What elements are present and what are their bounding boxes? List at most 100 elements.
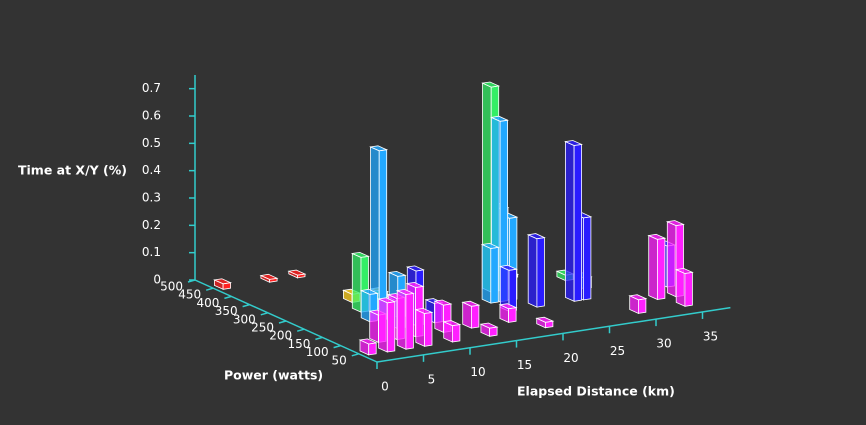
bar (628, 294, 648, 315)
bar-side (415, 308, 425, 347)
z-tick-label: 0.3 (142, 191, 161, 205)
bar-front (424, 311, 433, 347)
bar-top (212, 278, 233, 285)
z-tick-label: 0.2 (142, 218, 161, 232)
x-tick-label: 10 (470, 365, 485, 379)
x-tick-label: 15 (517, 358, 532, 372)
y-tick (187, 279, 196, 283)
y-tick (351, 353, 360, 357)
bar-top (405, 265, 425, 272)
x-tick-label: 30 (656, 337, 671, 351)
bar (526, 233, 546, 308)
bar-side (481, 243, 492, 304)
y-tick-label: 400 (196, 296, 219, 310)
bar-front (684, 271, 693, 307)
bar-top (665, 220, 685, 227)
bar (498, 264, 518, 312)
bar-top (369, 145, 389, 152)
bar-top (395, 288, 415, 295)
y-tick-label: 250 (251, 321, 274, 335)
bar-front (489, 326, 498, 337)
bar-top (461, 300, 481, 307)
bar-side (369, 310, 379, 344)
bar (442, 320, 462, 343)
bar (563, 140, 584, 302)
bar-front (451, 324, 461, 343)
bar-side (648, 234, 658, 301)
bar (535, 316, 555, 329)
bar-front (368, 342, 377, 356)
x-tick-label: 35 (703, 329, 718, 343)
x-axis-line (376, 306, 731, 363)
x-axis-label: Elapsed Distance (km) (517, 384, 675, 399)
bar-top (479, 322, 499, 329)
y-tick (315, 336, 323, 341)
y-tick-label: 100 (306, 345, 329, 359)
bar-front (386, 301, 396, 353)
bar (498, 303, 518, 324)
bar-side (351, 252, 362, 313)
bar-top (628, 294, 648, 301)
bar-top (563, 140, 584, 146)
bar (358, 338, 378, 356)
bar-front (470, 304, 480, 329)
bar-top (490, 115, 509, 122)
z-tick-label: 0.1 (142, 245, 161, 259)
bar-top (359, 288, 379, 295)
bar-side (666, 221, 677, 298)
bar-top (481, 81, 501, 88)
y-tick (333, 344, 341, 349)
y-tick (224, 295, 232, 300)
bar-top (647, 233, 667, 240)
bar-side (360, 289, 371, 323)
bar-top (433, 299, 453, 306)
bar-top (358, 338, 378, 345)
bar-front (657, 237, 666, 300)
bar (259, 273, 279, 283)
z-tick-label: 0 (153, 273, 161, 287)
bar (395, 288, 415, 350)
bar (287, 269, 307, 279)
z-axis-label: Time at X/Y (%) (18, 163, 127, 178)
y-tick (205, 287, 214, 291)
bar-front (536, 237, 545, 308)
bar-side (396, 289, 407, 350)
bar-top (405, 281, 425, 288)
y-tick (278, 320, 287, 324)
bar-top (480, 242, 500, 249)
x-tick-label: 0 (381, 380, 389, 394)
bar-front (378, 149, 388, 321)
y-axis-label: Power (watts) (224, 368, 323, 383)
y-tick-label: 50 (332, 353, 347, 367)
x-tick-label: 25 (610, 344, 625, 358)
x-tick-label: 5 (428, 372, 436, 386)
bar-top (287, 269, 307, 276)
z-tick-label: 0.5 (142, 136, 161, 150)
y-tick-label: 150 (287, 337, 310, 351)
x-tick-label: 20 (563, 351, 578, 365)
bar-top (387, 270, 407, 277)
bar (377, 297, 397, 353)
bar-front (508, 307, 517, 323)
y-tick (242, 303, 250, 308)
bar-top (526, 233, 546, 240)
bar (479, 322, 499, 337)
bar (647, 233, 667, 301)
bar-front (573, 143, 582, 302)
y-tick-label: 500 (160, 280, 183, 294)
y-tick-label: 350 (215, 304, 238, 318)
bar-top (442, 320, 462, 327)
y-tick-label: 450 (178, 288, 201, 302)
bar-side (527, 234, 538, 308)
bar (369, 145, 389, 321)
y-tick (260, 312, 269, 316)
bar-top (535, 316, 555, 323)
bar-side (378, 298, 388, 353)
bar (461, 300, 481, 329)
bar-side (675, 268, 686, 307)
bar-front (405, 292, 414, 350)
bar (674, 267, 694, 307)
bar-top (498, 303, 518, 310)
